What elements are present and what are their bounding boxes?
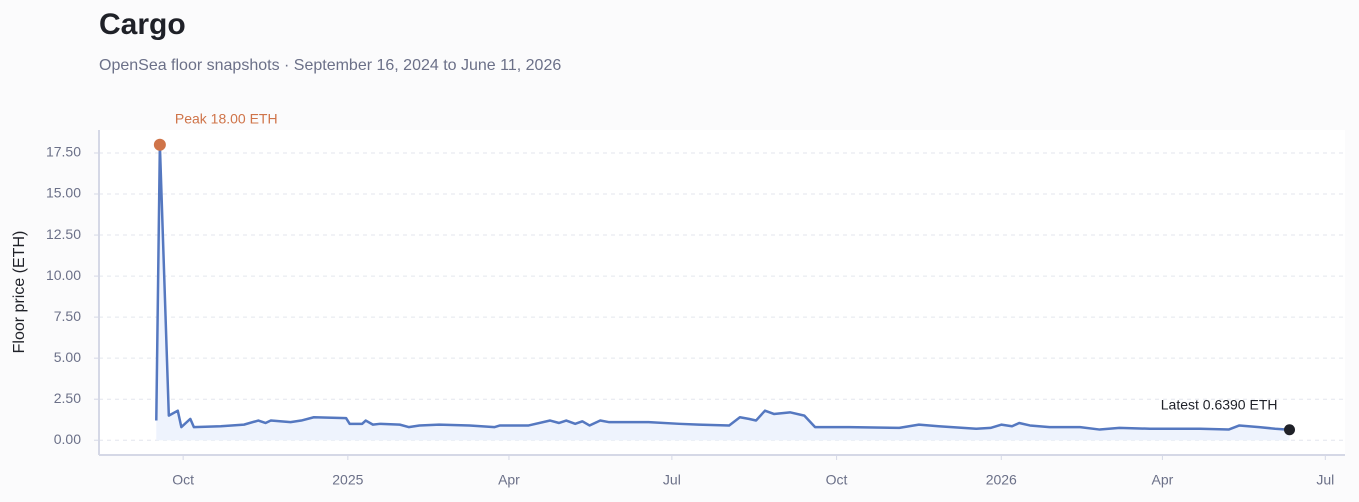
x-tick-label: Jul xyxy=(663,472,681,488)
x-tick-label: 2025 xyxy=(332,472,363,488)
y-tick-label: 12.50 xyxy=(46,226,81,242)
y-tick-label: 2.50 xyxy=(54,390,81,406)
x-tick-label: Oct xyxy=(826,472,848,488)
x-tick-label: Oct xyxy=(172,472,194,488)
y-tick-label: 15.00 xyxy=(46,185,81,201)
peak-annotation: Peak 18.00 ETH xyxy=(175,110,278,126)
peak-marker xyxy=(153,138,166,151)
line xyxy=(155,143,1290,431)
x-tick-label: Apr xyxy=(498,472,520,488)
latest-annotation: Latest 0.6390 ETH xyxy=(1161,396,1278,412)
y-tick-label: 7.50 xyxy=(54,308,81,324)
y-tick-label: 0.00 xyxy=(54,431,81,447)
y-tick-label: 17.50 xyxy=(46,144,81,160)
latest-marker xyxy=(1284,424,1296,436)
y-axis-label: Floor price (ETH) xyxy=(11,231,28,354)
x-tick-label: Apr xyxy=(1151,472,1173,488)
x-tick-label: 2026 xyxy=(986,472,1017,488)
chart-subtitle: OpenSea floor snapshots · September 16, … xyxy=(99,57,561,74)
y-tick-label: 10.00 xyxy=(46,267,81,283)
chart-title: Cargo xyxy=(99,8,186,41)
plot-area xyxy=(99,130,1345,455)
y-tick-label: 5.00 xyxy=(54,349,81,365)
x-tick-label: Jul xyxy=(1316,472,1334,488)
